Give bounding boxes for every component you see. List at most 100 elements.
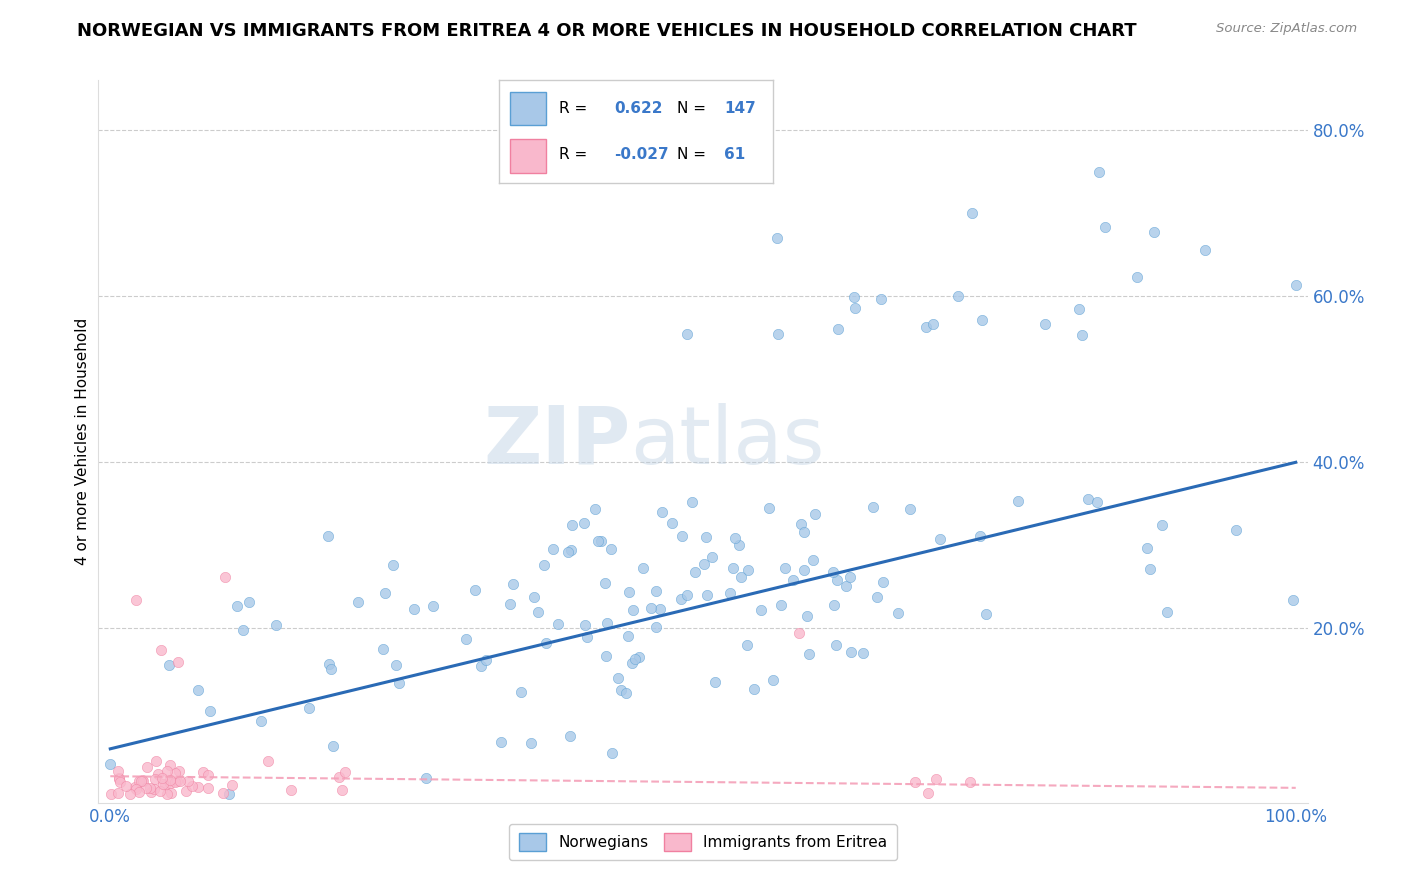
Point: [560, 543, 582, 558]
Point: [145, 754, 167, 768]
Text: N =: N =: [678, 147, 706, 162]
Point: [648, 602, 671, 616]
Point: [790, 516, 813, 531]
Point: [149, 784, 172, 798]
Point: [232, 624, 254, 638]
Point: [298, 701, 321, 715]
Text: R =: R =: [560, 147, 588, 162]
Point: [904, 774, 927, 789]
Point: [671, 529, 693, 543]
Point: [676, 588, 699, 602]
Point: [146, 767, 169, 781]
Point: [898, 502, 921, 516]
Point: [1087, 164, 1109, 178]
Point: [218, 788, 240, 802]
Point: [591, 533, 613, 548]
Point: [769, 598, 792, 612]
Point: [696, 588, 718, 602]
Point: [844, 290, 866, 304]
Point: [669, 592, 692, 607]
Point: [280, 783, 302, 797]
Point: [610, 682, 633, 697]
Point: [167, 655, 190, 669]
Point: [645, 584, 668, 599]
Point: [728, 538, 751, 552]
Point: [225, 599, 247, 613]
Point: [422, 599, 444, 613]
Point: [98, 756, 121, 771]
Point: [1077, 491, 1099, 506]
Point: [1136, 541, 1159, 556]
Point: [142, 782, 165, 797]
Point: [796, 608, 818, 623]
Legend: Norwegians, Immigrants from Eritrea: Norwegians, Immigrants from Eritrea: [509, 824, 897, 860]
Point: [887, 606, 910, 620]
Point: [1143, 225, 1166, 239]
Point: [139, 785, 162, 799]
Point: [804, 507, 827, 521]
Point: [692, 558, 714, 572]
Point: [347, 595, 370, 609]
Point: [125, 593, 148, 607]
Point: [124, 780, 146, 794]
Point: [388, 676, 411, 690]
Point: [322, 739, 344, 753]
Point: [156, 764, 179, 779]
Point: [250, 714, 273, 728]
Point: [787, 626, 810, 640]
Point: [150, 643, 173, 657]
Point: [135, 759, 157, 773]
Point: [823, 598, 845, 612]
Point: [316, 529, 339, 543]
Point: [132, 773, 155, 788]
Point: [617, 629, 640, 643]
Point: [107, 786, 129, 800]
Point: [583, 502, 606, 516]
Point: [333, 765, 356, 780]
Point: [838, 570, 860, 584]
Point: [319, 662, 342, 676]
Point: [159, 772, 181, 787]
Point: [197, 781, 219, 796]
Point: [541, 542, 564, 557]
Point: [1139, 561, 1161, 575]
Point: [624, 652, 647, 666]
Point: [866, 590, 889, 604]
Point: [676, 326, 699, 341]
Point: [166, 774, 188, 789]
Point: [839, 645, 862, 659]
Point: [928, 532, 950, 546]
Point: [464, 582, 486, 597]
Point: [721, 560, 744, 574]
Point: [797, 647, 820, 661]
Point: [914, 320, 936, 334]
Point: [801, 553, 824, 567]
Point: [596, 616, 619, 631]
Point: [128, 774, 150, 789]
Point: [862, 500, 884, 515]
Point: [489, 734, 512, 748]
Text: NORWEGIAN VS IMMIGRANTS FROM ERITREA 4 OR MORE VEHICLES IN HOUSEHOLD CORRELATION: NORWEGIAN VS IMMIGRANTS FROM ERITREA 4 O…: [77, 22, 1137, 40]
Point: [558, 729, 581, 743]
Point: [751, 603, 773, 617]
Point: [917, 786, 939, 800]
Point: [782, 573, 804, 587]
Point: [128, 785, 150, 799]
Point: [238, 595, 260, 609]
Point: [470, 659, 492, 673]
Point: [758, 501, 780, 516]
Point: [1281, 593, 1303, 607]
Text: 0.622: 0.622: [614, 101, 662, 116]
Point: [793, 524, 815, 539]
Point: [576, 630, 599, 644]
Point: [155, 778, 177, 792]
Point: [499, 597, 522, 611]
Point: [1225, 524, 1247, 538]
Point: [614, 686, 637, 700]
Point: [197, 768, 219, 782]
Point: [454, 632, 477, 646]
Point: [735, 638, 758, 652]
Point: [266, 618, 288, 632]
Point: [574, 618, 596, 632]
Point: [534, 636, 557, 650]
